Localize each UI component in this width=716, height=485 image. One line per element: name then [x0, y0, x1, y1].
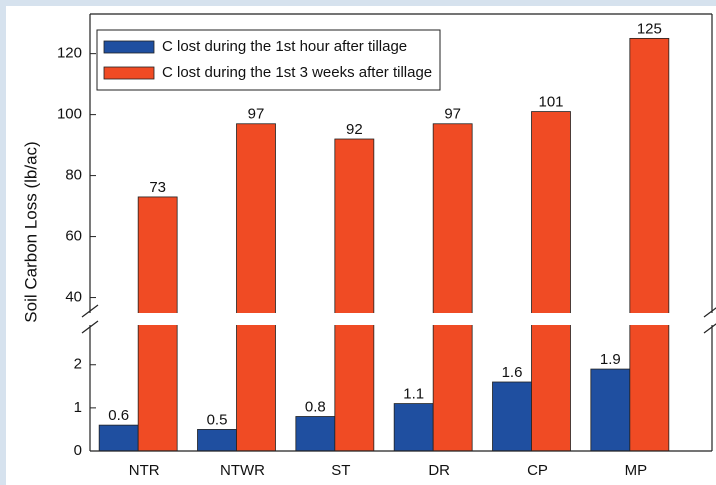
value-label: 1.6 [502, 364, 523, 381]
y-tick-label: 1 [74, 399, 82, 416]
value-label: 1.9 [600, 351, 621, 368]
y-tick-label: 0 [74, 442, 82, 459]
y-tick-label: 2 [74, 356, 82, 373]
value-label: 125 [637, 20, 662, 37]
legend-box [96, 29, 441, 91]
y-axis-label: Soil Carbon Loss (lb/ac) [21, 141, 40, 322]
bar [334, 138, 375, 452]
bar [197, 429, 237, 452]
legend-label: C lost during the 1st hour after tillage [162, 38, 407, 55]
legend-swatch [103, 40, 155, 54]
x-tick-label: CP [527, 462, 548, 479]
axis-break-gap [88, 313, 714, 325]
x-tick-label: DR [428, 462, 450, 479]
bar [492, 381, 532, 452]
x-tick-label: ST [331, 462, 350, 479]
value-label: 0.6 [108, 407, 129, 424]
value-label: 73 [149, 179, 166, 196]
bar [590, 368, 631, 452]
bar [236, 123, 276, 452]
bar [393, 403, 434, 452]
bar [531, 111, 571, 452]
value-label: 0.5 [207, 411, 228, 428]
value-label: 0.8 [305, 398, 326, 415]
break-mark [703, 323, 716, 334]
value-label: 101 [538, 94, 563, 111]
break-mark [81, 320, 99, 334]
legend-label: C lost during the 1st 3 weeks after till… [162, 64, 432, 81]
x-tick-label: NTWR [220, 462, 265, 479]
y-tick-label: 60 [65, 228, 82, 245]
legend-swatch [103, 66, 155, 80]
value-label: 97 [248, 106, 265, 123]
value-label: 97 [444, 106, 461, 123]
y-tick-label: 120 [57, 45, 82, 62]
x-tick-label: MP [625, 462, 648, 479]
y-tick-label: 100 [57, 106, 82, 123]
x-tick-label: NTR [129, 462, 160, 479]
break-mark [703, 307, 716, 318]
bar [629, 37, 670, 452]
bar [98, 424, 139, 452]
bar [295, 416, 336, 452]
break-mark [81, 304, 99, 318]
value-label: 1.1 [403, 386, 424, 403]
bar [432, 123, 473, 452]
value-label: 92 [346, 121, 363, 138]
y-tick-label: 40 [65, 289, 82, 306]
y-tick-label: 80 [65, 167, 82, 184]
